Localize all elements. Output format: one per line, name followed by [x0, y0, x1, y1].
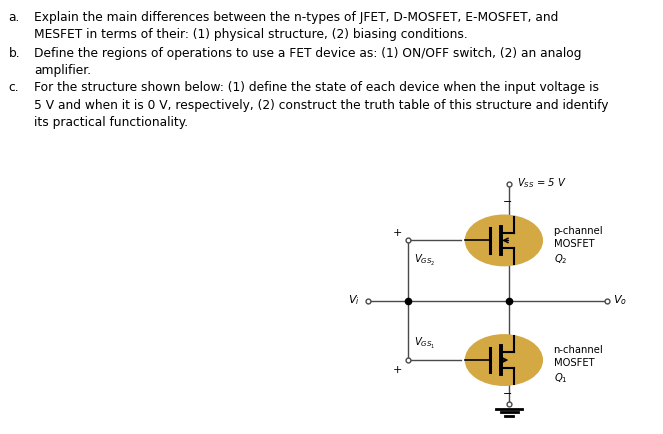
- Text: −: −: [503, 197, 512, 207]
- Text: Explain the main differences between the n-types of JFET, D-MOSFET, E-MOSFET, an: Explain the main differences between the…: [34, 11, 559, 24]
- Text: $V_o$: $V_o$: [613, 293, 627, 306]
- Text: $V_{GS_1}$: $V_{GS_1}$: [414, 335, 436, 350]
- Text: $V_i$: $V_i$: [348, 293, 360, 306]
- Text: MOSFET: MOSFET: [554, 238, 594, 248]
- Text: −: −: [503, 388, 512, 398]
- Text: MESFET in terms of their: (1) physical structure, (2) biasing conditions.: MESFET in terms of their: (1) physical s…: [34, 28, 468, 41]
- Text: c.: c.: [9, 81, 19, 94]
- Circle shape: [465, 216, 542, 266]
- Text: $V_{SS}$ = 5 V: $V_{SS}$ = 5 V: [517, 175, 567, 189]
- Text: +: +: [393, 364, 402, 374]
- Text: $Q_1$: $Q_1$: [554, 371, 568, 385]
- Text: +: +: [393, 227, 402, 237]
- Text: $Q_2$: $Q_2$: [554, 251, 567, 265]
- Text: amplifier.: amplifier.: [34, 64, 91, 77]
- Text: its practical functionality.: its practical functionality.: [34, 116, 188, 129]
- Text: $V_{GS_2}$: $V_{GS_2}$: [414, 252, 436, 267]
- Text: 5 V and when it is 0 V, respectively, (2) construct the truth table of this stru: 5 V and when it is 0 V, respectively, (2…: [34, 99, 609, 112]
- Text: Define the regions of operations to use a FET device as: (1) ON/OFF switch, (2) : Define the regions of operations to use …: [34, 46, 582, 59]
- Circle shape: [465, 335, 542, 385]
- Text: b.: b.: [9, 46, 21, 59]
- Text: p-channel: p-channel: [554, 225, 603, 235]
- Text: a.: a.: [9, 11, 20, 24]
- Text: MOSFET: MOSFET: [554, 358, 594, 367]
- Text: For the structure shown below: (1) define the state of each device when the inpu: For the structure shown below: (1) defin…: [34, 81, 599, 94]
- Text: n-channel: n-channel: [554, 345, 603, 354]
